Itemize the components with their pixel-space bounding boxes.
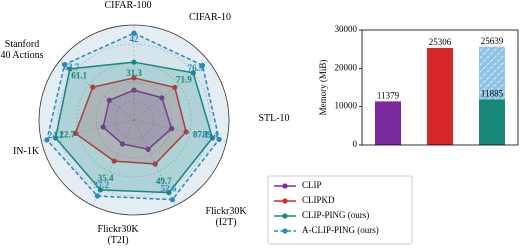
radar-marker bbox=[119, 141, 126, 147]
radar-polygon bbox=[74, 77, 187, 165]
value-label: 24.1 bbox=[48, 130, 64, 140]
radar-marker bbox=[209, 135, 216, 141]
legend-marker bbox=[282, 228, 288, 234]
value-label: 42 bbox=[130, 34, 140, 44]
value-label: 71.9 bbox=[176, 74, 192, 84]
value-label: 52.6 bbox=[161, 184, 177, 194]
radar-marker bbox=[131, 87, 137, 93]
y-tick-label: 30000 bbox=[335, 24, 358, 34]
bar-value-label: 11885 bbox=[481, 89, 504, 99]
radar-marker bbox=[145, 146, 151, 152]
value-label: 61.1 bbox=[71, 70, 87, 80]
radar-marker bbox=[169, 197, 175, 203]
axis-label: CIFAR-10 bbox=[188, 12, 232, 23]
radar-marker bbox=[52, 135, 59, 141]
radar-marker bbox=[169, 125, 175, 132]
radar-ring bbox=[95, 81, 173, 159]
value-label: 31.3 bbox=[126, 68, 142, 78]
value-label: 22.7 bbox=[59, 129, 75, 139]
value-label: 76.9 bbox=[188, 63, 204, 73]
radar-marker bbox=[131, 59, 137, 65]
legend-label: CLIPKD bbox=[302, 195, 335, 205]
radar-marker bbox=[44, 137, 50, 143]
radar-polygon bbox=[46, 32, 220, 201]
legend-label: A-CLIP-PING (ours) bbox=[302, 225, 379, 235]
axis-label: Stanford 40 Actions bbox=[0, 39, 44, 61]
axis-label: Flickr30K (I2T) bbox=[205, 206, 247, 228]
axes-frame bbox=[361, 29, 519, 146]
radar-marker bbox=[199, 62, 206, 68]
radar-marker bbox=[72, 130, 78, 136]
legend-marker bbox=[282, 213, 288, 219]
bar-value-label: 25306 bbox=[429, 37, 452, 47]
radar-marker bbox=[111, 158, 117, 164]
radar-marker bbox=[94, 193, 100, 199]
value-label: 37.2 bbox=[93, 180, 109, 190]
legend-box bbox=[267, 175, 413, 245]
bar-value-label: 25639 bbox=[481, 36, 504, 46]
axis-label: CIFAR-100 bbox=[104, 0, 152, 11]
radar-marker bbox=[106, 97, 112, 103]
radar-marker bbox=[131, 30, 137, 36]
value-label: 49.7 bbox=[156, 176, 172, 186]
value-label: 89.4 bbox=[202, 129, 218, 139]
axis-label: IN-1K bbox=[12, 146, 40, 157]
legend-marker bbox=[282, 183, 288, 189]
radar-marker bbox=[190, 70, 196, 76]
radar-marker bbox=[216, 136, 222, 143]
radar-ring bbox=[114, 100, 154, 140]
value-label: 63.7 bbox=[64, 62, 80, 72]
value-label: 35.4 bbox=[98, 173, 114, 183]
radar-marker bbox=[183, 129, 189, 135]
radar-marker bbox=[166, 190, 172, 196]
bar bbox=[375, 101, 401, 145]
legend-label: CLIP bbox=[302, 180, 322, 190]
y-tick-label: 20000 bbox=[335, 62, 358, 72]
bar bbox=[479, 99, 505, 145]
legend-label: CLIP-PING (ours) bbox=[302, 210, 369, 220]
radar-marker bbox=[100, 124, 106, 130]
radar-marker bbox=[61, 61, 68, 68]
value-label: 87.1 bbox=[193, 129, 209, 139]
radar-marker bbox=[152, 161, 158, 167]
radar-marker bbox=[90, 84, 96, 90]
radar-polygon bbox=[54, 61, 214, 194]
bar-value-label: 11379 bbox=[377, 90, 400, 100]
legend-marker bbox=[282, 198, 288, 204]
radar-polygon bbox=[102, 89, 173, 151]
y-tick-label: 0 bbox=[353, 139, 358, 149]
radar-marker bbox=[172, 84, 178, 91]
y-tick-label: 10000 bbox=[335, 101, 358, 111]
axis-label: STL-10 bbox=[258, 113, 290, 124]
radar-marker bbox=[131, 75, 137, 81]
radar-marker bbox=[97, 187, 103, 193]
bar bbox=[427, 47, 453, 145]
radar-marker bbox=[67, 66, 73, 72]
y-axis-label: Memory (MiB) bbox=[318, 60, 328, 116]
radar-marker bbox=[159, 95, 165, 101]
axis-label: Flickr30K (T2I) bbox=[97, 224, 139, 246]
